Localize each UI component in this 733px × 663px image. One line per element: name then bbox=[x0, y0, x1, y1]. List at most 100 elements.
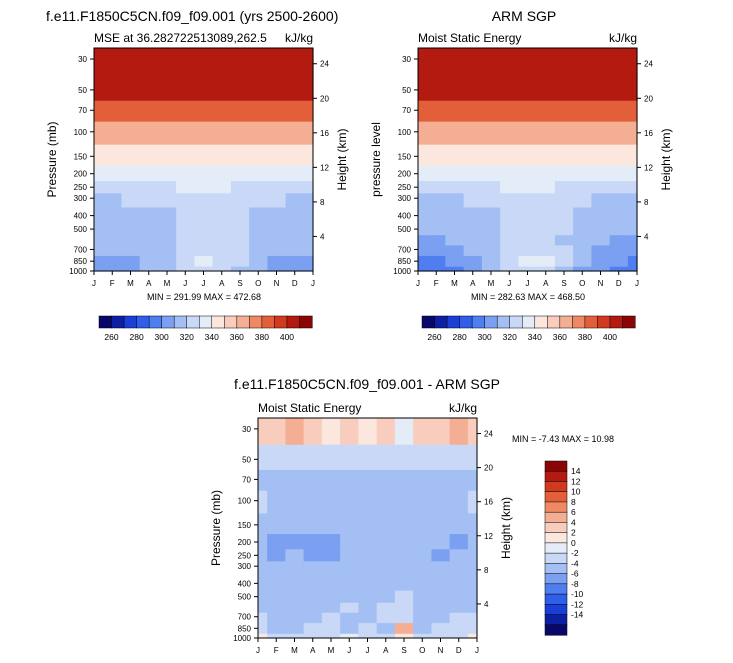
month-tick-label: J bbox=[183, 279, 187, 288]
field-cell bbox=[573, 100, 592, 122]
colorbar-label: 300 bbox=[478, 332, 492, 342]
field-cell bbox=[258, 612, 268, 624]
field-cell bbox=[194, 121, 214, 145]
field-cell bbox=[481, 255, 501, 267]
field-cell bbox=[609, 100, 629, 122]
field-cell bbox=[609, 180, 629, 194]
field-cell bbox=[194, 206, 214, 223]
field-cell bbox=[212, 234, 232, 246]
pressure-tick-label: 30 bbox=[242, 425, 251, 434]
height-tick-label: 20 bbox=[644, 94, 653, 103]
field-cell bbox=[445, 180, 465, 194]
field-cell bbox=[627, 144, 638, 166]
field-cell bbox=[94, 244, 104, 256]
field-cell bbox=[376, 612, 396, 624]
pressure-tick-label: 850 bbox=[238, 624, 252, 633]
field-cell bbox=[249, 192, 268, 208]
colorbar-swatch bbox=[544, 481, 568, 493]
pressure-tick-label: 250 bbox=[398, 183, 412, 192]
field-cell bbox=[427, 234, 446, 246]
field-cell bbox=[445, 222, 465, 236]
field-cell bbox=[103, 180, 122, 194]
field-cell bbox=[500, 266, 519, 272]
field-cell bbox=[139, 165, 159, 182]
field-cell bbox=[176, 266, 195, 272]
field-cell bbox=[94, 266, 104, 272]
field-cell bbox=[212, 244, 232, 256]
field-cell bbox=[139, 266, 159, 272]
field-cell bbox=[481, 100, 501, 122]
colorbar-swatch bbox=[521, 315, 536, 329]
field-cell bbox=[609, 234, 629, 246]
field-cell bbox=[394, 622, 414, 634]
field-cell bbox=[230, 180, 250, 194]
field-cell bbox=[427, 74, 446, 101]
field-cell bbox=[591, 255, 611, 267]
colorbar-label: -6 bbox=[571, 569, 579, 579]
month-tick-label: M bbox=[127, 279, 134, 288]
colorbar-swatch bbox=[198, 315, 213, 329]
field-cell bbox=[258, 560, 268, 576]
pressure-tick-label: 70 bbox=[78, 106, 87, 115]
field-cell bbox=[94, 222, 104, 236]
field-cell bbox=[303, 512, 323, 535]
y2-axis-label: Height (km) bbox=[335, 128, 349, 190]
colorbar-label: -14 bbox=[571, 610, 584, 620]
field-cell bbox=[445, 165, 465, 182]
field-cell bbox=[139, 180, 159, 194]
field-cell bbox=[194, 244, 214, 256]
field-cell bbox=[230, 100, 250, 122]
field-cell bbox=[340, 574, 359, 591]
field-cell bbox=[194, 255, 214, 267]
field-cell bbox=[139, 100, 159, 122]
field-cell bbox=[481, 234, 501, 246]
field-cell bbox=[467, 444, 478, 470]
pressure-tick-label: 200 bbox=[74, 170, 88, 179]
field-cell bbox=[418, 144, 428, 166]
field-cell bbox=[627, 74, 638, 101]
field-cell bbox=[518, 165, 538, 182]
field-cell bbox=[321, 612, 341, 624]
field-cell bbox=[573, 266, 592, 272]
field-cell bbox=[554, 48, 574, 76]
field-cell bbox=[139, 48, 159, 76]
field-cell bbox=[431, 590, 451, 603]
colorbar-label: 4 bbox=[571, 517, 576, 527]
month-tick-label: A bbox=[543, 279, 549, 288]
field-cell bbox=[340, 490, 359, 514]
field-cell bbox=[249, 144, 268, 166]
field-cell bbox=[481, 74, 501, 101]
field-cell bbox=[500, 192, 519, 208]
field-cell bbox=[103, 48, 122, 76]
month-tick-label: A bbox=[146, 279, 152, 288]
field-cell bbox=[418, 234, 428, 246]
field-cell bbox=[536, 244, 556, 256]
field-cell bbox=[230, 121, 250, 145]
colorbar-swatch bbox=[186, 315, 200, 329]
field-cell bbox=[157, 100, 177, 122]
field-cell bbox=[212, 266, 232, 272]
field-cell bbox=[212, 180, 232, 194]
field-cell bbox=[573, 192, 592, 208]
field-cell bbox=[418, 121, 428, 145]
field-cell bbox=[230, 74, 250, 101]
field-cell bbox=[303, 48, 314, 76]
field-cell bbox=[627, 266, 638, 272]
month-tick-label: J bbox=[92, 279, 96, 288]
month-tick-label: N bbox=[598, 279, 604, 288]
field-cell bbox=[376, 574, 396, 591]
field-cell bbox=[176, 222, 195, 236]
field-cell bbox=[230, 165, 250, 182]
colorbar-swatch bbox=[544, 604, 568, 616]
field-cell bbox=[157, 206, 177, 223]
colorbar-swatch bbox=[274, 315, 288, 329]
field-cell bbox=[627, 222, 638, 236]
field-cell bbox=[321, 574, 341, 591]
field-cell bbox=[230, 48, 250, 76]
field-cell bbox=[157, 222, 177, 236]
field-cell bbox=[413, 574, 432, 591]
field-cell bbox=[536, 206, 556, 223]
field-cell bbox=[418, 222, 428, 236]
colorbar-swatch bbox=[224, 315, 238, 329]
field-cell bbox=[194, 48, 214, 76]
